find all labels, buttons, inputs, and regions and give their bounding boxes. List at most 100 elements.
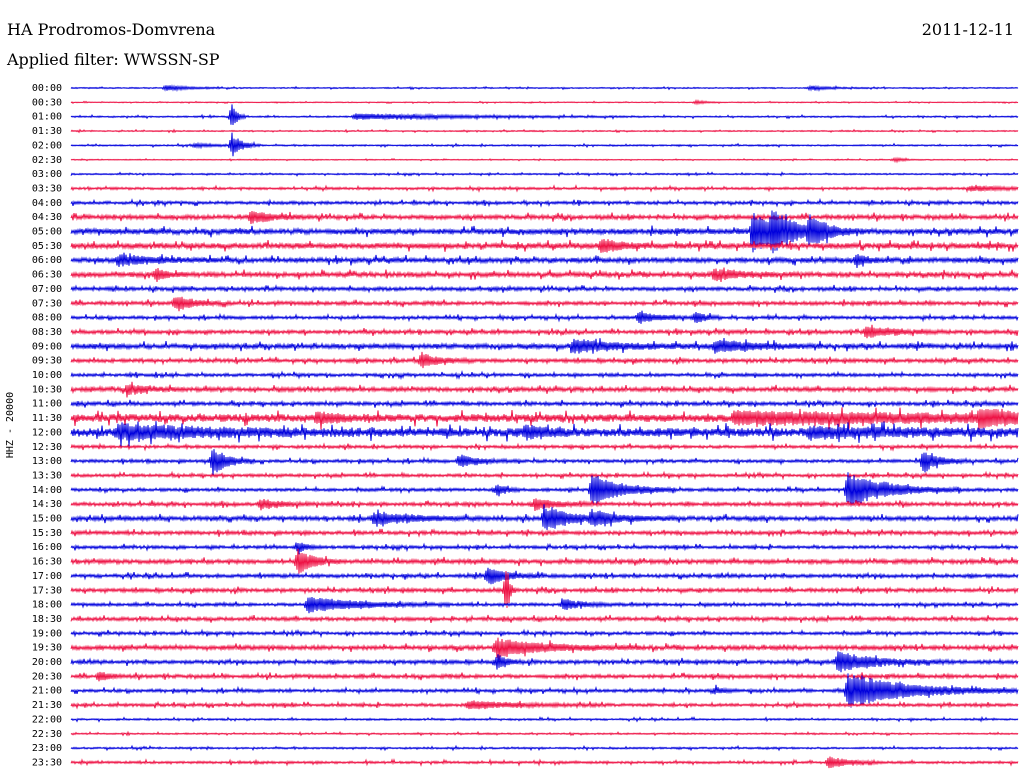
trace-line <box>70 715 1019 723</box>
trace-line <box>70 528 1019 538</box>
trace-line <box>70 128 1019 134</box>
time-label: 14:30 <box>32 499 62 510</box>
trace-line <box>70 171 1019 177</box>
time-label: 17:00 <box>32 571 62 582</box>
time-labels: 00:00 00:30 01:00 01:30 02:00 02:30 03:00 03:30… <box>32 83 62 768</box>
date-label: 2011-12-11 <box>921 20 1014 39</box>
trace-line <box>70 470 1019 481</box>
time-label: 06:30 <box>32 270 62 281</box>
time-label: 02:30 <box>32 155 62 166</box>
trace-line <box>70 571 1019 608</box>
trace-line <box>70 421 1019 447</box>
trace-line <box>70 310 1019 324</box>
trace-line <box>70 637 1019 660</box>
time-label: 00:00 <box>32 83 62 94</box>
trace-line <box>70 197 1019 208</box>
time-label: 01:30 <box>32 126 62 137</box>
trace-line <box>70 756 1019 769</box>
time-label: 11:30 <box>32 413 62 424</box>
trace-line <box>70 296 1019 312</box>
time-label: 17:30 <box>32 585 62 596</box>
y-axis-label: HHZ - 20000 <box>5 392 16 458</box>
time-label: 23:30 <box>32 757 62 768</box>
time-label: 22:00 <box>32 714 62 725</box>
time-label: 10:30 <box>32 384 62 395</box>
time-label: 10:00 <box>32 370 62 381</box>
trace-line <box>70 351 1019 369</box>
time-label: 09:30 <box>32 356 62 367</box>
trace-line <box>70 651 1019 673</box>
time-label: 18:00 <box>32 600 62 611</box>
time-label: 02:00 <box>32 140 62 151</box>
trace-line <box>70 548 1019 574</box>
trace-line <box>70 267 1019 283</box>
trace-line <box>70 596 1019 614</box>
filter-label: Applied filter: WWSSN-SP <box>7 50 220 69</box>
time-label: 01:00 <box>32 112 62 123</box>
trace-line <box>70 744 1019 752</box>
trace-line <box>70 104 1019 126</box>
time-label: 04:00 <box>32 198 62 209</box>
time-label: 12:30 <box>32 442 62 453</box>
time-label: 19:30 <box>32 643 62 654</box>
time-label: 15:30 <box>32 528 62 539</box>
station-title: HA Prodromos-Domvrena <box>7 20 216 39</box>
time-label: 11:00 <box>32 399 62 410</box>
time-label: 13:30 <box>32 470 62 481</box>
time-label: 05:00 <box>32 227 62 238</box>
time-label: 16:00 <box>32 542 62 553</box>
time-label: 14:00 <box>32 485 62 496</box>
time-label: 06:00 <box>32 255 62 266</box>
time-label: 23:00 <box>32 743 62 754</box>
trace-line <box>70 156 1019 164</box>
trace-line <box>70 628 1019 639</box>
trace-line <box>70 498 1019 512</box>
traces <box>70 84 1019 769</box>
time-label: 05:30 <box>32 241 62 252</box>
trace-line <box>70 730 1019 737</box>
trace-line <box>70 284 1019 294</box>
time-label: 03:30 <box>32 183 62 194</box>
time-label: 19:00 <box>32 628 62 639</box>
time-label: 09:00 <box>32 341 62 352</box>
trace-line <box>70 567 1019 585</box>
trace-line <box>70 504 1019 530</box>
trace-line <box>70 239 1019 253</box>
trace-line <box>70 210 1019 225</box>
trace-line <box>70 407 1019 430</box>
trace-line <box>70 370 1019 381</box>
trace-line <box>70 252 1019 269</box>
trace-line <box>70 673 1019 708</box>
time-label: 16:30 <box>32 557 62 568</box>
time-label: 07:00 <box>32 284 62 295</box>
trace-line <box>70 671 1019 682</box>
trace-line <box>70 324 1019 339</box>
time-label: 08:00 <box>32 313 62 324</box>
trace-line <box>70 614 1019 624</box>
time-label: 08:30 <box>32 327 62 338</box>
trace-line <box>70 337 1019 354</box>
trace-line <box>70 399 1019 409</box>
time-label: 15:00 <box>32 514 62 525</box>
trace-line <box>70 472 1019 507</box>
trace-line <box>70 700 1019 710</box>
time-label: 03:00 <box>32 169 62 180</box>
trace-line <box>70 542 1019 555</box>
time-label: 21:30 <box>32 700 62 711</box>
time-label: 07:30 <box>32 298 62 309</box>
time-label: 00:30 <box>32 97 62 108</box>
time-label: 22:30 <box>32 729 62 740</box>
trace-line <box>70 84 1019 92</box>
trace-line <box>70 442 1019 452</box>
trace-line <box>70 98 1019 106</box>
trace-line <box>70 210 1019 254</box>
time-label: 12:00 <box>32 427 62 438</box>
trace-line <box>70 381 1019 398</box>
trace-line <box>70 132 1019 157</box>
time-label: 04:30 <box>32 212 62 223</box>
time-label: 18:30 <box>32 614 62 625</box>
time-label: 13:00 <box>32 456 62 467</box>
time-label: 20:30 <box>32 671 62 682</box>
time-label: 20:00 <box>32 657 62 668</box>
